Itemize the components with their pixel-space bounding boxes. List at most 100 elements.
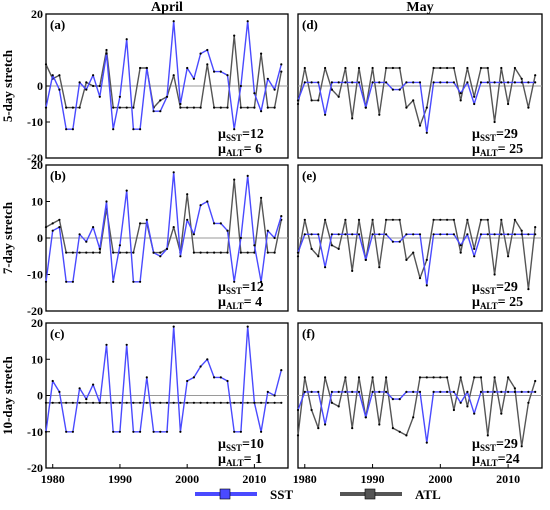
data-point-sst [132, 280, 135, 283]
data-point-atl [398, 66, 401, 70]
mu-alt-symbol: μ [218, 295, 226, 310]
panel-label: (a) [50, 17, 65, 32]
data-point-atl [226, 401, 229, 404]
data-point-atl [493, 376, 496, 379]
y-tick-label: -10 [27, 425, 43, 439]
data-point-atl [233, 34, 236, 37]
data-point-sst [159, 430, 162, 433]
data-point-sst [425, 441, 428, 444]
data-point-sst [199, 52, 202, 55]
data-point-atl [303, 218, 306, 221]
mu-sst-subscript: SST [226, 133, 242, 143]
mu-sst-symbol: μ [218, 437, 226, 452]
data-point-sst [378, 233, 381, 236]
data-point-atl [260, 196, 263, 199]
data-point-sst [351, 390, 354, 393]
data-point-atl [432, 376, 435, 379]
data-point-atl [425, 106, 428, 109]
data-point-sst [85, 398, 88, 401]
data-point-sst [51, 229, 54, 232]
mu-alt-value: = 25 [498, 295, 523, 310]
data-point-atl [371, 218, 374, 221]
data-point-atl [378, 113, 381, 116]
data-point-sst [391, 240, 394, 243]
data-point-sst [303, 390, 306, 393]
data-point-sst [486, 81, 489, 84]
data-point-sst [337, 81, 340, 84]
data-point-sst [118, 430, 121, 433]
data-point-sst [371, 233, 374, 236]
data-point-sst [206, 200, 209, 203]
data-point-atl [303, 66, 306, 70]
data-point-atl [500, 412, 503, 415]
data-point-atl [412, 99, 415, 102]
data-point-sst [466, 390, 469, 393]
data-point-sst [192, 77, 195, 80]
mu-alt-value: = 1 [244, 452, 262, 467]
panels-layer: April(a)200-10-205-day stretchμSST=12μAL… [0, 0, 543, 486]
data-point-atl [486, 66, 489, 70]
data-point-sst [500, 81, 503, 84]
data-point-atl [186, 106, 189, 109]
mu-sst-symbol: μ [218, 280, 226, 295]
data-point-atl [418, 124, 422, 127]
data-point-atl [534, 74, 537, 77]
data-point-atl [534, 379, 537, 383]
data-point-sst [98, 401, 101, 404]
data-point-atl [266, 106, 269, 109]
y-tick-label: 20 [31, 158, 43, 172]
data-point-atl [172, 226, 175, 229]
data-point-sst [527, 81, 530, 84]
data-point-sst [98, 95, 101, 98]
data-point-atl [446, 376, 449, 379]
data-point-atl [92, 251, 95, 254]
mu-sst-value: =29 [496, 280, 518, 295]
legend-label-sst: SST [270, 487, 293, 502]
data-point-sst [71, 128, 74, 131]
mu-alt-subscript: ALT [226, 148, 244, 158]
data-point-atl [296, 434, 300, 437]
data-point-atl [132, 251, 135, 254]
data-point-atl [206, 251, 209, 254]
data-point-atl [351, 117, 354, 120]
data-point-sst [186, 66, 189, 70]
data-point-atl [432, 218, 435, 221]
data-point-atl [296, 102, 300, 106]
data-point-sst [98, 247, 101, 250]
mu-alt-subscript: ALT [226, 301, 244, 311]
data-point-sst [172, 171, 175, 174]
data-point-atl [44, 401, 48, 404]
data-point-atl [172, 401, 175, 404]
data-point-sst [418, 81, 422, 84]
data-point-atl [473, 95, 476, 98]
data-point-sst [473, 412, 476, 415]
data-point-atl [486, 218, 489, 221]
data-point-sst [296, 99, 300, 102]
data-point-sst [310, 233, 313, 236]
data-point-atl [78, 251, 81, 254]
data-point-sst [92, 74, 95, 77]
mu-alt-annotation: μALT= 25 [472, 142, 523, 158]
data-point-atl [213, 401, 216, 404]
data-point-sst [260, 280, 263, 283]
data-point-atl [507, 255, 510, 258]
data-point-atl [513, 66, 517, 70]
mu-alt-value: = 25 [498, 142, 523, 157]
legend-label-atl: ATL [415, 487, 441, 502]
data-point-sst [527, 233, 530, 236]
data-point-sst [439, 390, 442, 393]
data-point-atl [324, 218, 327, 221]
data-point-atl [527, 401, 530, 404]
data-point-atl [324, 66, 327, 70]
data-point-sst [385, 81, 388, 84]
data-point-atl [78, 106, 81, 109]
data-point-sst [219, 376, 222, 379]
data-point-atl [118, 106, 121, 109]
data-point-atl [520, 77, 523, 80]
data-point-atl [239, 401, 242, 404]
mu-alt-subscript: ALT [480, 301, 498, 311]
data-point-sst [398, 398, 401, 401]
data-point-sst [78, 387, 81, 390]
data-point-sst [513, 233, 517, 236]
data-point-sst [324, 113, 327, 116]
